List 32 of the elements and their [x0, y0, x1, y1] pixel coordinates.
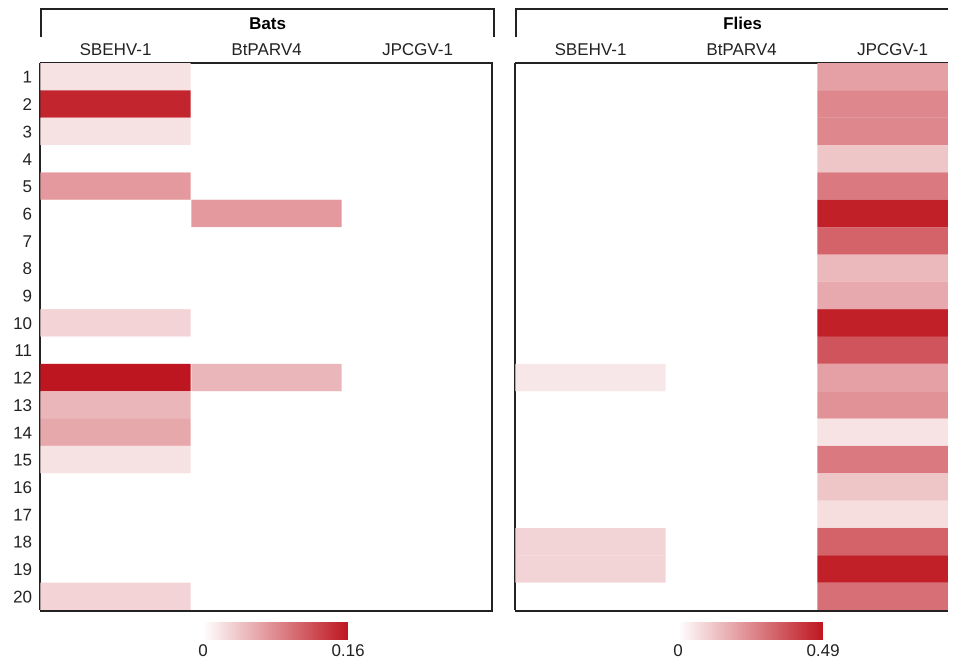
y-tick-label: 11	[14, 341, 32, 360]
x-tick-label: JPCGV-1	[382, 40, 453, 59]
x-tick-label: SBEHV-1	[554, 40, 626, 59]
color-bar-label: 0.16	[331, 641, 365, 661]
color-bar-label: 0	[673, 641, 683, 661]
y-tick-label: 6	[22, 204, 32, 224]
y-tick-label: 20	[13, 587, 32, 606]
color-bar-label: 0.49	[806, 641, 840, 661]
y-tick-label: 3	[22, 122, 32, 142]
x-tick-label: JPCGV-1	[857, 40, 928, 59]
y-tick-label: 19	[13, 560, 32, 580]
chart-title: Flies	[722, 13, 763, 35]
y-tick-label: 12	[13, 368, 32, 388]
y-tick-label: 4	[22, 150, 32, 169]
x-tick-label: BtPARV4	[706, 40, 777, 59]
x-tick-label: SBEHV-1	[80, 40, 152, 59]
x-tick-label: BtPARV4	[231, 40, 302, 59]
y-tick-label: 1	[22, 68, 32, 87]
y-tick-label: 17	[13, 505, 32, 524]
y-tick-label: 10	[13, 314, 32, 333]
y-tick-label: 2	[22, 95, 32, 114]
chart-title: Bats	[40, 8, 495, 37]
y-tick-label: 8	[22, 259, 32, 278]
y-tick-label: 15	[13, 450, 32, 470]
y-tick-label: 7	[22, 232, 32, 251]
color-bar-label: 0	[198, 641, 208, 661]
y-tick-label: 14	[13, 423, 32, 442]
y-tick-label: 13	[13, 396, 32, 415]
y-tick-label: 16	[13, 478, 32, 497]
y-tick-label: 9	[22, 286, 32, 306]
y-tick-label: 5	[22, 177, 32, 196]
y-tick-label: 18	[13, 532, 32, 552]
